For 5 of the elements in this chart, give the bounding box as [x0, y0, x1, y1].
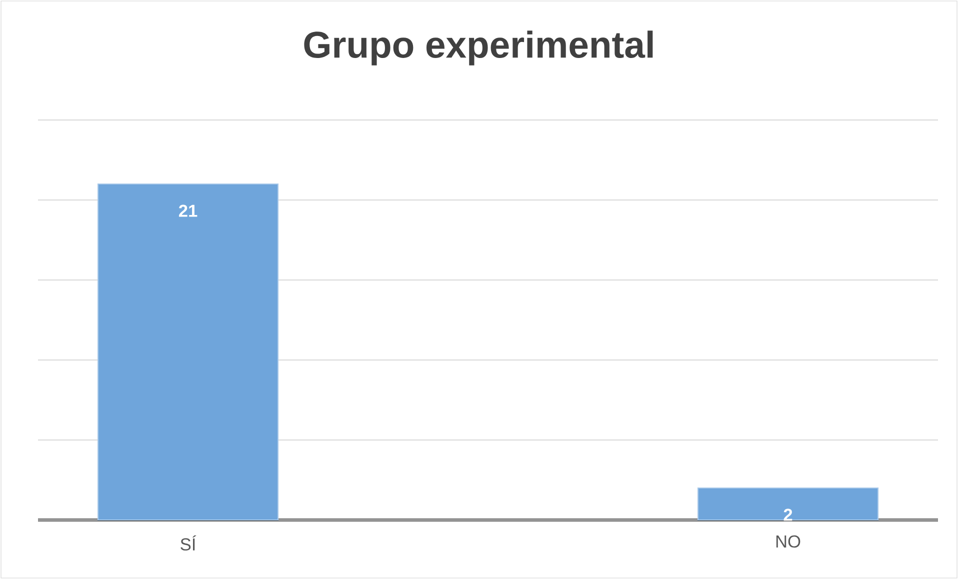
x-tick-label: SÍ	[180, 535, 196, 551]
x-tick-label: NO	[776, 535, 800, 548]
data-label: 21	[178, 204, 198, 217]
chart-title: Grupo experimental	[304, 30, 653, 66]
data-label: 2	[784, 508, 792, 521]
